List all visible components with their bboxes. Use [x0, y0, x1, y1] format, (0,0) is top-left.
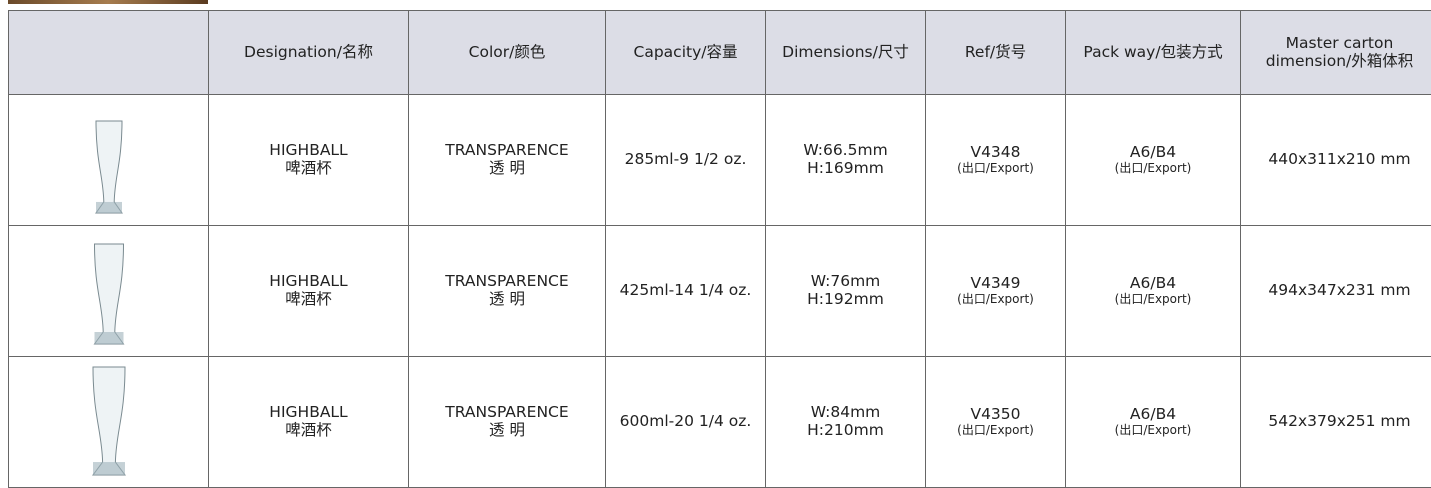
glass-base: [96, 202, 122, 213]
pack-cell: A6/B4(出口/Export): [1066, 357, 1241, 488]
cell-text: (出口/Export): [926, 293, 1065, 307]
cell-text: 啤酒杯: [209, 291, 408, 309]
cell-text: (出口/Export): [1066, 162, 1240, 176]
cell-text: Designation/名称: [209, 44, 408, 62]
capacity-cell: 285ml-9 1/2 oz.: [606, 95, 766, 226]
cell-text: 透 明: [409, 422, 605, 440]
cell-text: H:210mm: [766, 422, 925, 440]
pack-cell: A6/B4(出口/Export): [1066, 95, 1241, 226]
cell-text: W:76mm: [766, 273, 925, 291]
header-cell: Dimensions/尺寸: [766, 11, 926, 95]
cell-text: 494x347x231 mm: [1241, 282, 1431, 300]
cell-text: 600ml-20 1/4 oz.: [606, 413, 765, 431]
cell-text: W:66.5mm: [766, 142, 925, 160]
cell-text: Color/颜色: [409, 44, 605, 62]
cell-text: V4349: [926, 275, 1065, 293]
glass-image: [79, 359, 139, 481]
master-cell: 494x347x231 mm: [1241, 226, 1431, 357]
cell-text: A6/B4: [1066, 144, 1240, 162]
cell-text: 542x379x251 mm: [1241, 413, 1431, 431]
glass-image: [79, 97, 139, 219]
ref-cell: V4350(出口/Export): [926, 357, 1066, 488]
cell-text: V4350: [926, 406, 1065, 424]
cell-text: Dimensions/尺寸: [766, 44, 925, 62]
cell-text: (出口/Export): [1066, 293, 1240, 307]
cell-text: TRANSPARENCE: [409, 142, 605, 160]
cell-text: HIGHBALL: [209, 404, 408, 422]
cell-text: 透 明: [409, 291, 605, 309]
cell-text: (出口/Export): [926, 162, 1065, 176]
cell-text: W:84mm: [766, 404, 925, 422]
cell-text: H:169mm: [766, 160, 925, 178]
cell-text: (出口/Export): [926, 424, 1065, 438]
ref-cell: V4348(出口/Export): [926, 95, 1066, 226]
header-cell: Color/颜色: [409, 11, 606, 95]
cell-text: 啤酒杯: [209, 160, 408, 178]
cell-text: A6/B4: [1066, 275, 1240, 293]
cell-text: dimension/外箱体积: [1241, 53, 1431, 71]
glass-outline: [96, 121, 122, 213]
cell-text: Pack way/包装方式: [1066, 44, 1240, 62]
capacity-cell: 425ml-14 1/4 oz.: [606, 226, 766, 357]
header-cell: Pack way/包装方式: [1066, 11, 1241, 95]
header-cell: Ref/货号: [926, 11, 1066, 95]
cell-text: HIGHBALL: [209, 273, 408, 291]
header-cell: [9, 11, 209, 95]
cell-text: 啤酒杯: [209, 422, 408, 440]
cell-text: H:192mm: [766, 291, 925, 309]
glass-image: [79, 228, 139, 350]
header-cell: Designation/名称: [209, 11, 409, 95]
header-image: [8, 0, 208, 4]
cell-text: V4348: [926, 144, 1065, 162]
image-cell: [9, 95, 209, 226]
glass-base: [94, 332, 123, 344]
cell-text: (出口/Export): [1066, 424, 1240, 438]
cell-text: HIGHBALL: [209, 142, 408, 160]
cell-text: Ref/货号: [926, 44, 1065, 62]
header-cell: Capacity/容量: [606, 11, 766, 95]
ref-cell: V4349(出口/Export): [926, 226, 1066, 357]
glass-outline: [93, 367, 125, 475]
cell-text: Capacity/容量: [606, 44, 765, 62]
capacity-cell: 600ml-20 1/4 oz.: [606, 357, 766, 488]
cell-text: 425ml-14 1/4 oz.: [606, 282, 765, 300]
master-cell: 440x311x210 mm: [1241, 95, 1431, 226]
cell-text: 285ml-9 1/2 oz.: [606, 151, 765, 169]
cell-text: 透 明: [409, 160, 605, 178]
pack-cell: A6/B4(出口/Export): [1066, 226, 1241, 357]
cell-text: Master carton: [1241, 35, 1431, 53]
master-cell: 542x379x251 mm: [1241, 357, 1431, 488]
glass-base: [93, 462, 125, 475]
image-cell: [9, 226, 209, 357]
cell-text: A6/B4: [1066, 406, 1240, 424]
cell-text: TRANSPARENCE: [409, 404, 605, 422]
glass-outline: [94, 244, 123, 344]
cell-text: TRANSPARENCE: [409, 273, 605, 291]
cell-text: 440x311x210 mm: [1241, 151, 1431, 169]
image-cell: [9, 357, 209, 488]
